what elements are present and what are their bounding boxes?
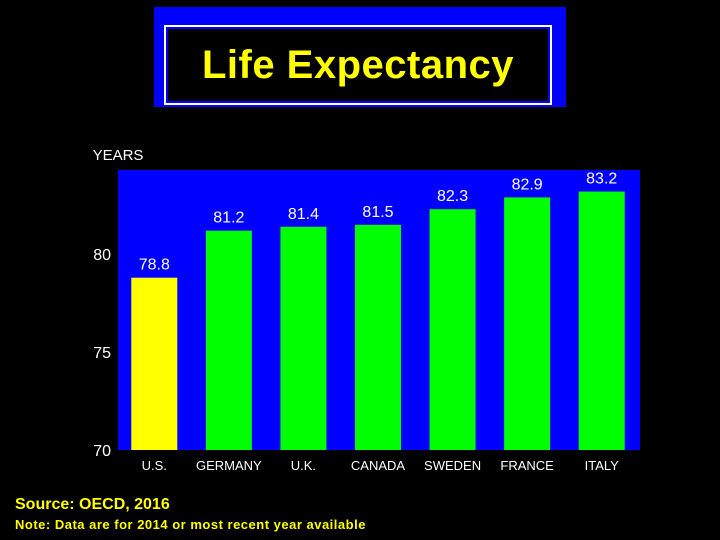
chart-title: Life Expectancy xyxy=(201,42,515,87)
bar xyxy=(504,197,551,450)
x-tick-label: U.K. xyxy=(291,458,316,473)
data-label: 78.8 xyxy=(139,257,170,274)
bar xyxy=(205,230,252,450)
x-tick-label: ITALY xyxy=(585,458,620,473)
bar xyxy=(355,224,401,450)
y-tick-label: 80 xyxy=(93,247,111,264)
data-label: 81.2 xyxy=(213,210,244,227)
x-tick-label: SWEDEN xyxy=(424,458,481,473)
data-note: Note: Data are for 2014 or most recent y… xyxy=(15,517,366,532)
chart-marks: YEARS 70 75 80 78.8 U.S. 81.2 GERMANY 81.4 U.K. 81… xyxy=(93,147,625,473)
source-note: Source: OECD, 2016 xyxy=(15,496,170,513)
bar xyxy=(429,209,476,450)
x-tick-label: U.S. xyxy=(142,458,167,473)
data-label: 81.4 xyxy=(288,206,319,223)
x-tick-label: FRANCE xyxy=(500,458,554,473)
bar xyxy=(578,191,625,451)
y-tick-label: 70 xyxy=(93,443,111,460)
data-label: 82.3 xyxy=(437,188,468,205)
y-axis-label: YEARS xyxy=(93,147,144,164)
bar xyxy=(280,226,327,450)
x-tick-label: GERMANY xyxy=(196,458,262,473)
data-label: 82.9 xyxy=(512,176,543,193)
data-label: 81.5 xyxy=(362,204,393,221)
x-tick-label: CANADA xyxy=(351,458,406,473)
y-tick-label: 75 xyxy=(93,345,111,362)
title-panel: Life Expectancy xyxy=(154,7,566,107)
bar xyxy=(131,277,178,450)
data-label: 83.2 xyxy=(586,171,617,188)
title-frame: Life Expectancy xyxy=(164,25,552,105)
